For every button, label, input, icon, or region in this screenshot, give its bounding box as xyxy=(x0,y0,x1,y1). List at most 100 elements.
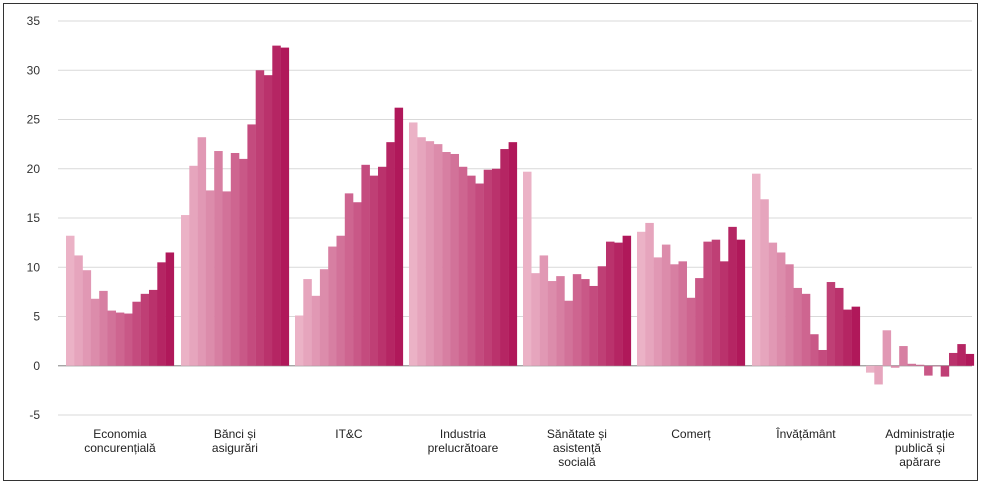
bar xyxy=(661,244,671,366)
bar xyxy=(752,173,761,366)
bar xyxy=(653,257,663,366)
bar xyxy=(539,255,549,366)
bar xyxy=(311,295,321,366)
bar xyxy=(369,175,379,366)
bar xyxy=(547,281,557,366)
bar xyxy=(866,365,875,373)
bar xyxy=(915,364,925,366)
x-category-label: Învățământ xyxy=(775,426,836,441)
x-category-label: Industria xyxy=(440,427,486,441)
x-category-label: prelucrătoare xyxy=(428,441,499,455)
bar xyxy=(255,70,265,366)
x-category-label: apărare xyxy=(899,455,941,469)
bar xyxy=(99,290,108,366)
bar xyxy=(189,165,198,366)
bar xyxy=(597,266,607,366)
bar xyxy=(132,301,141,366)
bar xyxy=(949,352,958,366)
bar xyxy=(932,365,941,367)
y-tick-label: 0 xyxy=(33,359,40,373)
bar xyxy=(295,315,304,366)
bar-group xyxy=(637,222,746,366)
bar xyxy=(205,190,215,366)
bar xyxy=(508,142,518,366)
bar xyxy=(810,334,819,366)
bar xyxy=(531,273,540,366)
x-category-label: Sănătate și xyxy=(547,427,607,441)
bar xyxy=(124,313,133,366)
bar xyxy=(140,293,150,366)
bar xyxy=(361,164,370,366)
bar-group xyxy=(523,171,632,366)
x-category-label: Administrație xyxy=(885,427,955,441)
bar xyxy=(222,191,231,366)
bar xyxy=(720,261,729,366)
bar xyxy=(890,365,900,368)
bar-group xyxy=(866,330,975,385)
x-category-label: concurențială xyxy=(84,441,156,455)
bar xyxy=(637,231,646,366)
bar xyxy=(181,215,190,366)
bar xyxy=(149,289,158,366)
bar xyxy=(776,252,786,366)
bar xyxy=(801,293,811,366)
bar xyxy=(353,202,362,366)
bar-group xyxy=(66,235,175,366)
bar xyxy=(957,344,966,366)
bar-group xyxy=(295,107,404,366)
bar xyxy=(336,235,345,366)
bar xyxy=(899,346,908,366)
bar xyxy=(442,152,451,366)
y-tick-label: 5 xyxy=(33,310,40,324)
y-tick-label: 35 xyxy=(27,14,41,28)
bar xyxy=(433,144,443,366)
y-tick-label: 15 xyxy=(27,211,41,225)
bar xyxy=(165,252,175,366)
bar xyxy=(483,169,493,366)
bar xyxy=(197,137,207,366)
bar xyxy=(835,287,844,366)
bars xyxy=(66,45,975,385)
bar xyxy=(157,262,166,366)
bar xyxy=(760,199,769,366)
bar xyxy=(556,276,565,366)
bar xyxy=(417,137,426,366)
bar xyxy=(785,264,794,366)
bar xyxy=(386,142,395,366)
y-tick-label: 30 xyxy=(27,63,41,77)
bar xyxy=(500,149,509,366)
bar xyxy=(115,312,125,366)
bar xyxy=(458,166,468,366)
bar xyxy=(907,363,916,366)
bar xyxy=(214,151,223,366)
bar xyxy=(107,310,116,366)
bar xyxy=(450,153,459,366)
bar xyxy=(711,239,721,366)
bar xyxy=(344,193,354,366)
x-category-label: Bănci și xyxy=(214,427,256,441)
bar xyxy=(492,168,501,366)
x-category-label: asistență xyxy=(553,441,601,455)
bar xyxy=(247,124,256,366)
bar-group xyxy=(752,173,861,366)
bar-group xyxy=(181,45,290,366)
bar xyxy=(686,297,696,366)
bar xyxy=(319,269,329,366)
bar xyxy=(409,122,418,366)
bar xyxy=(572,274,582,366)
bar xyxy=(874,365,883,385)
bar xyxy=(239,158,248,366)
y-tick-label: 25 xyxy=(27,113,41,127)
x-category-label: Economia xyxy=(93,427,147,441)
bar xyxy=(82,270,92,366)
bar xyxy=(645,222,654,366)
x-category-label: asigurări xyxy=(212,441,258,455)
x-category-label: socială xyxy=(558,455,596,469)
bar xyxy=(564,300,573,366)
bar xyxy=(66,235,75,366)
bar xyxy=(851,306,861,366)
bar xyxy=(965,353,975,366)
bar xyxy=(394,107,404,366)
bar xyxy=(924,365,933,376)
